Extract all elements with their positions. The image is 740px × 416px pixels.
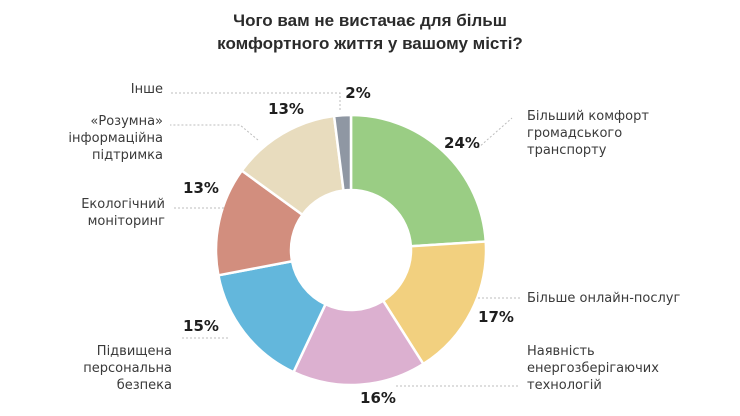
donut-slice (381, 240, 488, 366)
percent-labels: 24% 17% 16% 15% 13% 13% 2% (183, 84, 514, 407)
category-label: Інше (131, 82, 163, 97)
category-label: Підвищена персональна безпека (83, 344, 172, 393)
category-label-line: підтримка (92, 148, 163, 163)
percent-label: 13% (183, 179, 219, 197)
category-label-line: моніторинг (88, 214, 166, 229)
category-labels: Більший комфорт громадського транспортуБіл… (68, 82, 680, 393)
category-label: «Розумна» інформаційна підтримка (68, 114, 163, 163)
percent-label: 24% (444, 134, 480, 152)
category-label: Екологічний моніторинг (81, 197, 165, 229)
category-label-line: інформаційна (68, 131, 163, 146)
category-label-line: транспорту (527, 143, 607, 158)
category-label-line: громадського (527, 126, 622, 141)
category-label-line: Більше онлайн-послуг (527, 291, 680, 306)
percent-label: 13% (268, 100, 304, 118)
leader-line (170, 124, 259, 141)
category-label-line: Підвищена (97, 344, 172, 359)
percent-label: 2% (345, 84, 370, 102)
category-label-line: Більший комфорт (527, 109, 649, 124)
percent-label: 16% (360, 389, 396, 407)
percent-label: 15% (183, 317, 219, 335)
category-label: Більший комфорт громадського транспорту (527, 109, 649, 158)
category-label-line: Інше (131, 82, 163, 97)
category-label-line: «Розумна» (90, 114, 163, 129)
leader-line (170, 92, 341, 110)
chart-title: Чого вам не вистачає для більш комфортног… (217, 11, 523, 53)
category-label-line: енергозберігаючих (527, 361, 659, 376)
leader-lines (170, 92, 520, 387)
category-label-line: Екологічний (81, 197, 165, 212)
leader-line (477, 117, 513, 149)
donut-slices (214, 113, 488, 387)
donut-slice (332, 113, 353, 192)
donut-slice (291, 298, 426, 387)
chart-title-line: комфортного життя у вашому місті? (217, 34, 523, 53)
percent-label: 17% (478, 308, 514, 326)
category-label: Більше онлайн-послуг (527, 291, 680, 306)
category-label: Наявність енергозберігаючих технологій (527, 344, 659, 393)
chart-title-line: Чого вам не вистачає для більш (233, 11, 507, 30)
donut-slice (216, 259, 328, 374)
category-label-line: Наявність (527, 344, 595, 359)
category-label-line: безпека (117, 378, 172, 393)
donut-slice (349, 113, 488, 248)
category-label-line: персональна (83, 361, 172, 376)
category-label-line: технологій (527, 378, 602, 393)
